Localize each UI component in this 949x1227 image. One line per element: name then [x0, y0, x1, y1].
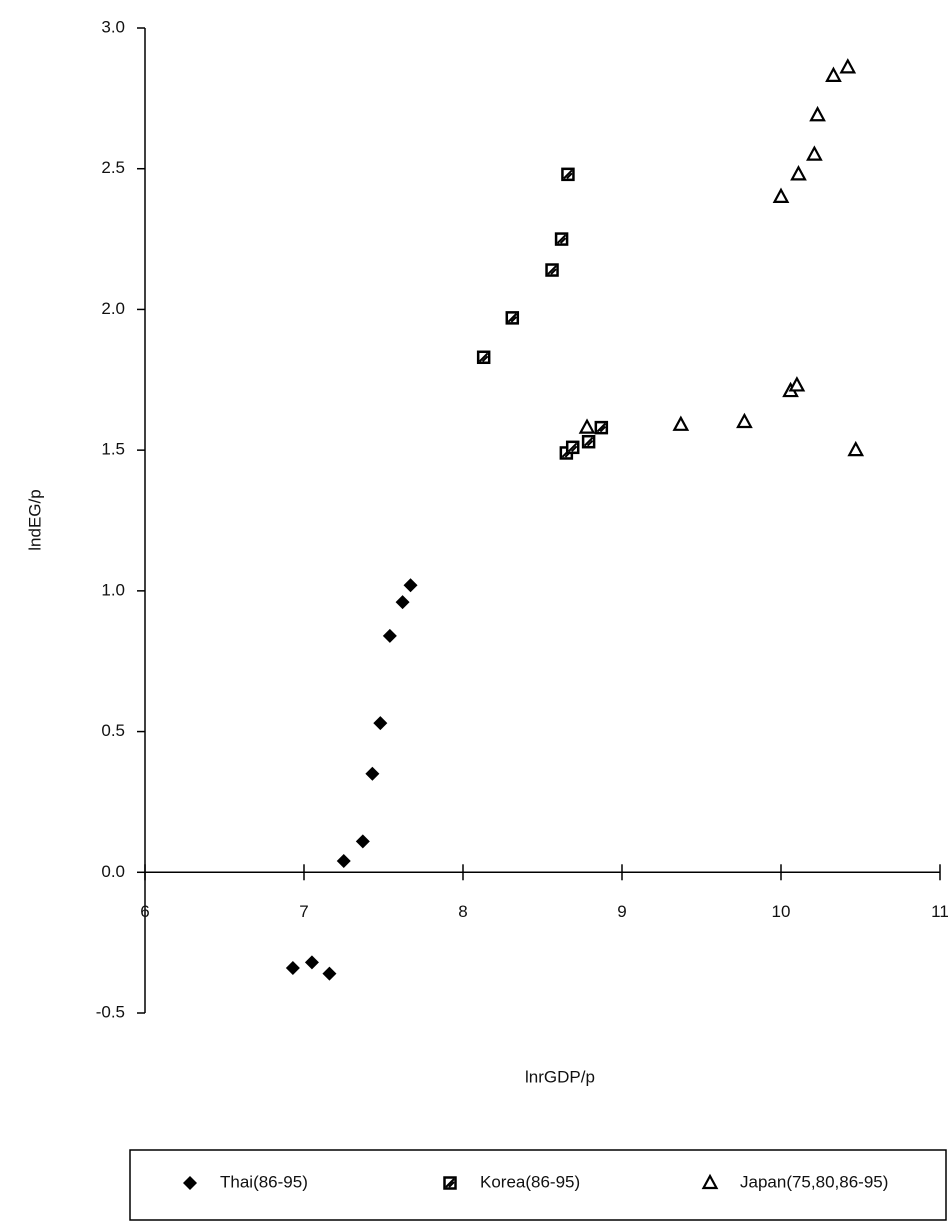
- marker: [395, 595, 410, 610]
- y-tick-label: 1.0: [101, 580, 125, 599]
- marker: [382, 628, 397, 643]
- marker: [545, 263, 559, 277]
- y-tick-label: 0.0: [101, 862, 125, 881]
- marker: [594, 420, 609, 435]
- marker: [578, 418, 596, 434]
- marker: [365, 766, 380, 781]
- marker: [772, 187, 790, 203]
- x-tick-label: 6: [140, 902, 149, 921]
- x-axis-label: lnrGDP/p: [525, 1067, 595, 1086]
- marker: [806, 145, 823, 161]
- marker: [788, 376, 806, 392]
- marker: [443, 1176, 457, 1190]
- marker: [672, 415, 690, 431]
- marker: [581, 434, 596, 449]
- y-tick-label: 2.0: [101, 299, 125, 318]
- marker: [701, 1173, 719, 1190]
- marker: [304, 955, 319, 970]
- x-tick-label: 11: [931, 902, 949, 921]
- x-tick-label: 7: [299, 902, 308, 921]
- marker: [403, 578, 418, 593]
- marker: [561, 167, 575, 182]
- x-tick-label: 8: [458, 902, 467, 921]
- y-tick-label: 0.5: [101, 721, 125, 740]
- marker: [847, 440, 865, 457]
- marker: [355, 834, 370, 849]
- x-tick-label: 9: [617, 902, 626, 921]
- marker: [825, 66, 842, 82]
- marker: [373, 716, 388, 731]
- marker: [554, 232, 569, 246]
- marker: [839, 58, 857, 74]
- marker: [565, 440, 580, 455]
- marker: [183, 1176, 197, 1190]
- marker: [285, 960, 300, 975]
- y-tick-label: 1.5: [101, 440, 125, 459]
- legend-box: [129, 1149, 947, 1221]
- marker: [336, 854, 351, 869]
- x-tick-label: 10: [772, 902, 791, 921]
- marker: [809, 105, 826, 122]
- marker: [736, 412, 753, 429]
- legend-label: Thai(86-95): [220, 1172, 308, 1191]
- marker: [476, 350, 491, 365]
- y-axis-label: lndEG/p: [25, 489, 44, 550]
- marker: [322, 966, 337, 981]
- y-tick-label: 3.0: [101, 17, 125, 36]
- marker: [790, 165, 807, 181]
- marker: [505, 311, 520, 325]
- y-tick-label: 2.5: [101, 158, 125, 177]
- legend-label: Japan(75,80,86-95): [740, 1172, 888, 1191]
- y-tick-label: -0.5: [96, 1002, 125, 1021]
- legend-label: Korea(86-95): [480, 1172, 580, 1191]
